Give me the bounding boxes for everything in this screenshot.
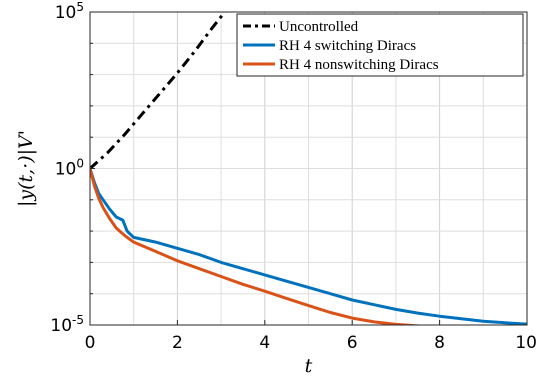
x-tick-label: 10 (515, 333, 537, 353)
x-tick-label: 0 (85, 333, 96, 353)
y-axis-label: |y(t,·)|V' (15, 130, 37, 207)
y-tick-labels: 105 100 10-5 (50, 0, 84, 336)
series-line-1 (90, 12, 227, 170)
series-line-3 (90, 167, 428, 325)
x-tick-label: 2 (172, 333, 183, 353)
legend-label-2: RH 4 switching Diracs (279, 38, 416, 54)
y-tick-label: 100 (55, 157, 84, 180)
y-tick-label: 10-5 (50, 313, 84, 336)
legend-box (236, 13, 524, 77)
legend-label-3: RH 4 nonswitching Diracs (279, 57, 439, 73)
y-tick-label: 105 (55, 0, 84, 23)
series-line-2 (90, 167, 527, 325)
axis-ticks (89, 11, 528, 326)
x-tick-labels: 0 2 4 6 8 10 (85, 333, 537, 353)
legend: Uncontrolled RH 4 switching Diracs RH 4 no… (236, 13, 524, 77)
x-axis-label: t (305, 355, 313, 377)
legend-label-1: Uncontrolled (279, 19, 359, 35)
x-tick-label: 8 (434, 333, 445, 353)
series-layer (90, 12, 527, 325)
x-tick-label: 4 (259, 333, 270, 353)
x-tick-label: 6 (347, 333, 358, 353)
